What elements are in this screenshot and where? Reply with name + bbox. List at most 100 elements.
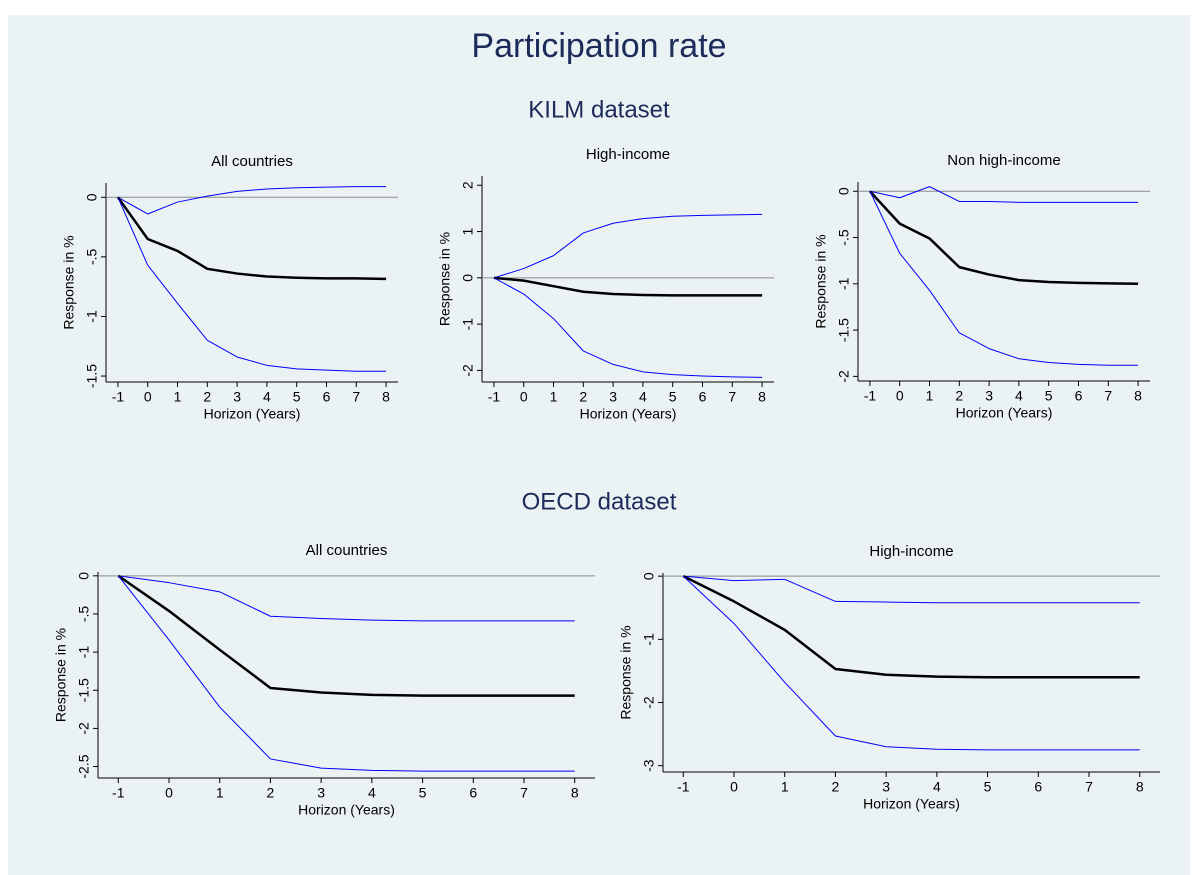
y-tick-label: -1 [641,633,657,646]
series-line [117,197,387,372]
figure-title: Participation rate [471,27,726,65]
x-tick-label: 6 [323,389,331,405]
y-tick-label: -1 [836,277,852,290]
x-tick-label: -1 [112,785,125,801]
y-tick-label: -3 [641,759,657,772]
series-line [117,575,575,772]
group-title: OECD dataset [522,488,677,515]
x-tick-label: 5 [984,779,992,795]
x-tick-label: -1 [864,388,877,404]
chart-title: All countries [306,542,388,559]
x-tick-label: 4 [933,779,941,795]
y-tick-label: 0 [84,193,100,201]
x-tick-label: 5 [1045,388,1053,404]
x-tick-label: 2 [203,389,211,405]
x-tick-label: 6 [1034,779,1042,795]
x-tick-label: 6 [469,785,477,801]
x-tick-label: -1 [112,389,125,405]
x-tick-label: 8 [571,785,579,801]
chart-title: High-income [586,146,670,163]
x-tick-label: 7 [352,389,360,405]
chart-title: All countries [211,153,293,170]
x-tick-label: 1 [550,389,558,405]
y-tick-label: 1 [460,227,476,235]
x-axis-label: Horizon (Years) [956,405,1053,421]
x-tick-label: -1 [677,779,690,795]
y-axis-label: Response in % [437,232,453,326]
x-axis-label: Horizon (Years) [863,796,960,812]
series-line [869,191,1139,366]
x-tick-label: 8 [758,389,766,405]
y-axis-label: Response in % [618,625,634,719]
y-tick-label: -1.5 [76,678,92,702]
x-tick-label: 3 [882,779,890,795]
x-tick-label: 1 [174,389,182,405]
series-line [493,213,763,279]
x-tick-label: 7 [1085,779,1093,795]
y-tick-label: -2 [836,370,852,383]
x-tick-label: 8 [1136,779,1144,795]
series-line [682,575,1140,751]
series-line [683,575,1140,604]
chart-title: High-income [869,543,953,560]
x-tick-label: 2 [579,389,587,405]
y-tick-label: -1 [460,318,476,331]
chart-title: Non high-income [947,152,1060,169]
x-tick-label: 2 [832,779,840,795]
y-tick-label: 0 [460,274,476,282]
x-tick-label: 5 [293,389,301,405]
graph-region [8,15,1190,875]
y-tick-label: -2 [76,722,92,735]
series-line [682,575,1140,679]
y-axis-label: Response in % [53,628,69,722]
series-line [118,575,575,622]
x-tick-label: 6 [699,389,707,405]
series-line [117,186,387,215]
x-tick-label: 4 [368,785,376,801]
x-axis-label: Horizon (Years) [204,406,301,422]
y-axis-label: Response in % [61,235,77,329]
x-tick-label: 3 [985,388,993,404]
x-tick-label: 5 [419,785,427,801]
x-tick-label: 0 [520,389,528,405]
x-tick-label: 6 [1075,388,1083,404]
series-line [117,574,575,697]
x-tick-label: 8 [1134,388,1142,404]
y-tick-label: 2 [460,181,476,189]
y-tick-label: 0 [76,572,92,580]
y-tick-label: 0 [836,187,852,195]
y-tick-label: -2 [460,364,476,377]
series-line [116,196,387,281]
x-tick-label: -1 [488,389,501,405]
x-tick-label: 0 [144,389,152,405]
x-tick-label: 4 [1015,388,1023,404]
y-tick-label: -.5 [84,249,100,266]
y-tick-label: -.5 [836,229,852,246]
x-tick-label: 2 [955,388,963,404]
x-tick-label: 3 [233,389,241,405]
y-tick-label: -1.5 [836,318,852,342]
series-line [493,276,763,297]
x-tick-label: 0 [165,785,173,801]
x-tick-label: 1 [216,785,224,801]
x-tick-label: 5 [669,389,677,405]
x-tick-label: 3 [317,785,325,801]
x-tick-label: 4 [263,389,271,405]
x-tick-label: 0 [730,779,738,795]
series-line [869,186,1139,203]
y-tick-label: 0 [641,572,657,580]
y-tick-label: -1 [84,310,100,323]
series-line [868,190,1139,286]
y-tick-label: -1.5 [84,364,100,388]
x-tick-label: 1 [781,779,789,795]
y-tick-label: -.5 [76,606,92,623]
x-axis-label: Horizon (Years) [580,406,677,422]
x-tick-label: 7 [728,389,736,405]
series-line [493,277,763,378]
y-tick-label: -1 [76,646,92,659]
x-tick-label: 4 [639,389,647,405]
x-tick-label: 2 [267,785,275,801]
x-tick-label: 8 [382,389,390,405]
